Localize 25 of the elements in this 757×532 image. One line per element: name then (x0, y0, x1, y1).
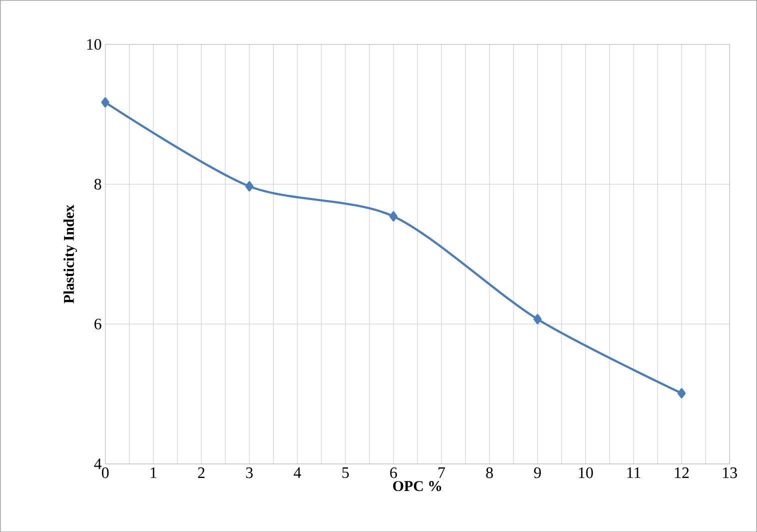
x-tick-label: 3 (246, 467, 253, 478)
x-tick-label: 5 (342, 467, 349, 478)
point (533, 314, 542, 324)
y-tick-label: 6 (94, 318, 102, 330)
x-tick-label: 11 (627, 467, 640, 478)
point (678, 388, 686, 398)
x-tick-label: 4 (294, 467, 302, 478)
x-tick-label: 0 (102, 467, 109, 478)
x-tick-label: 9 (534, 467, 541, 478)
x-tick-label: 7 (438, 467, 445, 478)
y-tick-label: 10 (87, 38, 102, 50)
point (389, 211, 398, 222)
point (245, 181, 254, 192)
x-tick-label: 13 (723, 467, 737, 478)
x-tick-label: 2 (198, 467, 204, 478)
y-tick-label: 4 (94, 458, 102, 470)
x-axis-title: OPC % (393, 480, 442, 492)
x-tick-label: 12 (675, 467, 689, 478)
point (101, 97, 110, 108)
x-tick-label: 8 (486, 467, 493, 478)
y-tick-label: 8 (94, 178, 102, 190)
x-tick-label: 10 (578, 467, 593, 478)
x-tick-label: 6 (390, 467, 397, 478)
y-axis-title: Plasticity Index (63, 204, 78, 304)
x-tick-label: 1 (150, 467, 156, 478)
